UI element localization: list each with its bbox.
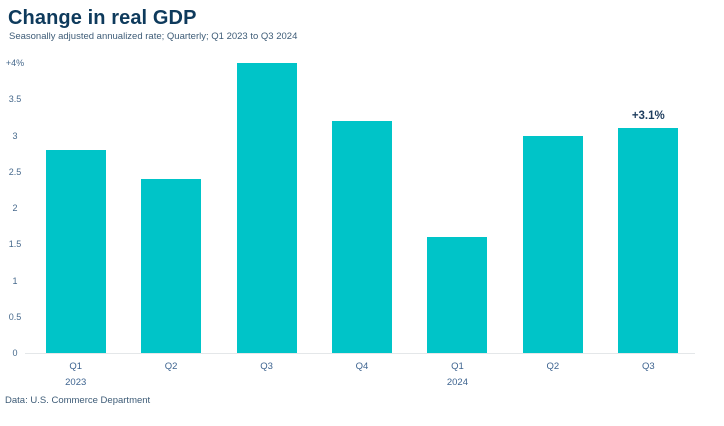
x-tick-label: Q2 <box>546 361 560 372</box>
y-tick-label: 3 <box>12 130 18 141</box>
y-tick-label: 3.5 <box>8 94 22 105</box>
bar-q2-1 <box>141 179 202 353</box>
y-tick-label: 2.5 <box>8 166 22 177</box>
bar-q1-4 <box>427 237 488 353</box>
y-tick-label: 0.5 <box>8 311 22 322</box>
value-annotation: +3.1% <box>631 110 665 123</box>
x-tick-label: Q1 <box>451 361 464 372</box>
y-tick-label: 1 <box>12 275 18 286</box>
source-note: Data: U.S. Commerce Department <box>5 395 151 406</box>
x-tick-label: Q4 <box>355 361 369 372</box>
year-label: 2024 <box>446 377 468 388</box>
y-tick-label: 2 <box>12 203 18 213</box>
bar-q4-3 <box>332 121 392 353</box>
page-title: Change in real GDP <box>8 7 197 29</box>
bar-q2-5 <box>522 135 583 353</box>
chart-subtitle: Seasonally adjusted annualized rate; Qua… <box>9 31 298 42</box>
y-tick-label: 0 <box>12 348 18 358</box>
bar-q3-2 <box>236 63 297 353</box>
year-label: 2023 <box>65 377 87 388</box>
y-tick-label: +4% <box>5 58 25 68</box>
x-tick-label: Q3 <box>260 361 273 372</box>
x-tick-label: Q3 <box>641 361 655 372</box>
x-tick-label: Q1 <box>69 361 83 372</box>
bar-q1-0 <box>45 150 106 353</box>
y-tick-label: 1.5 <box>8 239 22 250</box>
x-tick-label: Q2 <box>164 361 178 372</box>
x-axis-baseline <box>25 353 695 354</box>
bar-q3-6 <box>618 128 679 353</box>
